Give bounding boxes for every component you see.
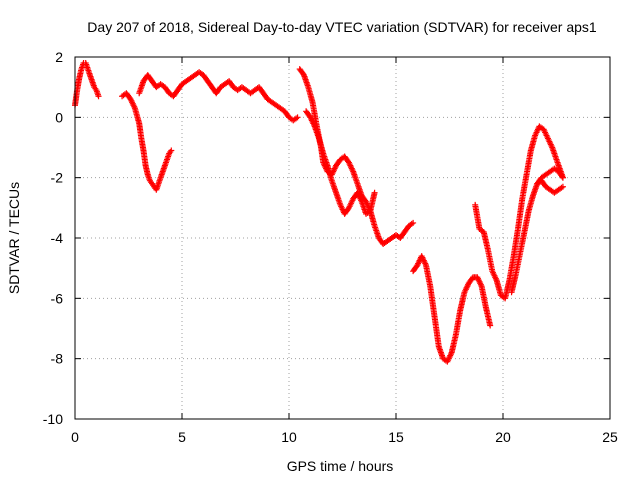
y-tick-label: -6 [51,290,64,306]
x-tick-label: 10 [281,429,297,445]
y-tick-label: -4 [51,230,64,246]
data-point [371,189,378,196]
y-tick-label: -8 [51,351,64,367]
data-point [300,70,307,77]
grid-lines [75,57,610,419]
data-point [95,93,102,100]
y-tick-label: 2 [55,49,63,65]
x-axis-label: GPS time / hours [287,458,394,474]
x-tick-label: 25 [602,429,618,445]
y-tick-label: -2 [51,170,64,186]
x-tick-label: 0 [71,429,79,445]
y-tick-label: -10 [43,411,63,427]
data-point [559,174,566,181]
data-point [559,173,566,180]
x-tick-label: 15 [388,429,404,445]
x-tick-label: 5 [178,429,186,445]
x-tick-label: 20 [495,429,511,445]
data-point [168,147,175,154]
chart-title: Day 207 of 2018, Sidereal Day-to-day VTE… [87,19,597,35]
data-point [559,183,566,190]
y-tick-label: 0 [55,109,63,125]
data-points [72,60,566,365]
data-point [410,219,417,226]
data-point [294,114,301,121]
y-axis-label: SDTVAR / TECUs [6,182,22,294]
plot-border [74,56,611,420]
data-point [487,322,494,329]
tick-labels: 0 5 10 15 20 25 -10 -8 -6 -4 -2 0 2 [43,49,618,445]
